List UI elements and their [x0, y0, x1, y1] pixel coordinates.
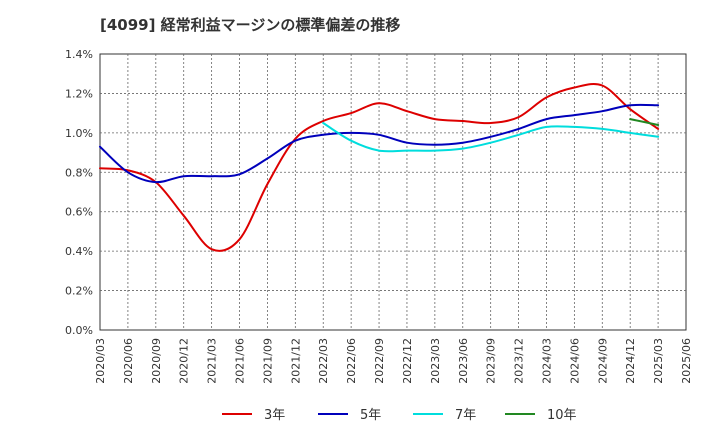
series-line-1	[99, 83, 660, 252]
x-tick-label: 2023/06	[457, 338, 470, 384]
series-line-2	[99, 103, 660, 184]
x-tick-label: 2021/03	[206, 338, 219, 384]
x-tick-label: 2022/12	[401, 338, 414, 384]
x-tick-label: 2022/09	[373, 338, 386, 384]
x-tick-label: 2020/09	[150, 338, 163, 384]
series-lines	[99, 83, 660, 252]
x-tick-label: 2022/06	[345, 338, 358, 384]
legend-label: 3年	[264, 408, 285, 423]
series-line-4	[629, 118, 660, 126]
x-axis-ticks: 2020/03 2020/06 2020/09 2020/12 2021/03 2021/…	[94, 338, 693, 384]
x-tick-label: 2021/12	[289, 338, 302, 384]
x-tick-label: 2020/06	[122, 338, 135, 384]
y-tick-label: 0.8%	[65, 166, 93, 179]
x-tick-label: 2024/03	[540, 338, 553, 384]
y-tick-label: 1.0%	[65, 127, 93, 140]
x-tick-label: 2020/03	[94, 338, 107, 384]
chart-title: [4099] 経常利益マージンの標準偏差の推移	[100, 16, 401, 34]
plot-area	[99, 53, 687, 331]
x-tick-label: 2020/12	[178, 338, 191, 384]
x-tick-label: 2021/06	[234, 338, 247, 384]
x-tick-label: 2023/03	[429, 338, 442, 384]
x-tick-label: 2024/12	[624, 338, 637, 384]
x-tick-label: 2023/12	[513, 338, 526, 384]
x-tick-label: 2021/09	[261, 338, 274, 384]
y-tick-label: 0.2%	[65, 285, 93, 298]
x-tick-label: 2022/03	[317, 338, 330, 384]
series-line-3	[322, 122, 660, 153]
y-tick-label: 0.6%	[65, 206, 93, 219]
y-tick-label: 1.2%	[65, 87, 93, 100]
x-tick-label: 2023/09	[485, 338, 498, 384]
x-tick-label: 2024/09	[596, 338, 609, 384]
y-tick-label: 1.4%	[65, 48, 93, 61]
y-tick-label: 0.0%	[65, 324, 93, 337]
grid-lines	[100, 54, 686, 330]
legend-label: 5年	[360, 408, 381, 423]
x-tick-label: 2025/06	[680, 338, 693, 384]
x-tick-label: 2025/03	[652, 338, 665, 384]
legend-label: 10年	[547, 408, 577, 423]
y-axis-ticks: 0.0% 0.2% 0.4% 0.6% 0.8% 1.0% 1.2% 1.4%	[65, 48, 93, 337]
legend: 3年 5年 7年 10年	[222, 408, 577, 423]
y-tick-label: 0.4%	[65, 245, 93, 258]
x-tick-label: 2024/06	[568, 338, 581, 384]
legend-label: 7年	[455, 408, 476, 423]
